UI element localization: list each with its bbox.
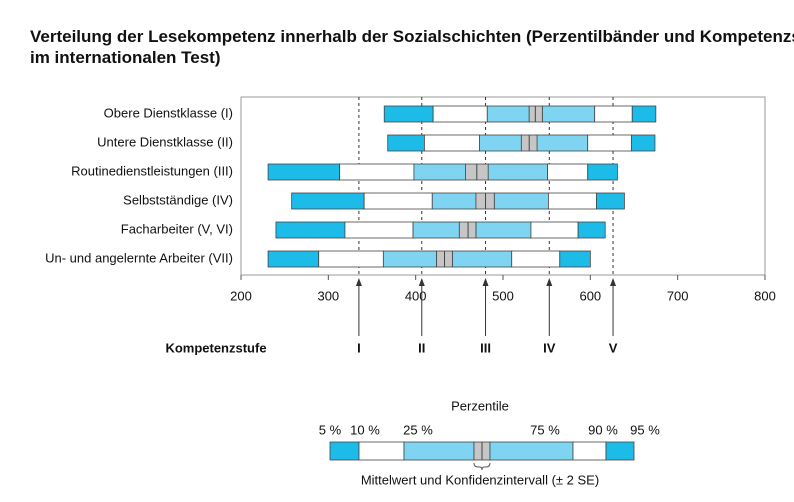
band-segment [631,105,657,123]
levels-title: Kompetenzstufe [165,340,266,355]
plot-frame [240,96,766,276]
band-segment [630,134,656,152]
band-segment [423,134,480,152]
band-segment [275,221,346,239]
band-segment [594,105,633,123]
x-tick-label: 600 [579,288,601,303]
band-segment [431,192,477,210]
band-segment [541,105,596,123]
band-segment [559,250,591,268]
band-segment [530,221,579,239]
band-segment [432,105,488,123]
band-segment [536,134,589,152]
level-label: I [357,340,361,355]
band-segment [412,221,460,239]
level-arrow-head [418,278,425,286]
legend-label: 90 % [588,422,618,437]
legend-swatch [329,441,360,461]
band-segment [344,221,414,239]
x-tick-label: 300 [317,288,339,303]
band-segment [267,250,320,268]
row-label: Obere Dienstklasse (I) [104,105,233,120]
legend-swatch [572,441,607,461]
band-segment [363,192,433,210]
band-segment [486,105,530,123]
band-segment [493,192,549,210]
legend-swatch [403,441,475,461]
level-label: V [609,340,618,355]
level-arrow-head [546,278,553,286]
row-label: Untere Dienstklasse (II) [97,134,233,149]
legend-ci-label: Mittelwert und Konfidenzintervall (± 2 S… [361,472,599,487]
legend-label: 5 % [319,422,342,437]
x-tick-label: 700 [667,288,689,303]
x-tick-label: 800 [754,288,776,303]
band-segment [291,192,365,210]
row-label: Selbstständige (IV) [123,192,233,207]
x-tick-label: 400 [405,288,427,303]
band-segment [487,163,548,181]
band-segment [267,163,341,181]
level-label: III [480,340,491,355]
level-label: IV [543,340,556,355]
legend-swatch [358,441,405,461]
band-segment [387,134,425,152]
legend-swatch [605,441,635,461]
legend-label: 95 % [630,422,660,437]
band-segment [451,250,513,268]
band-segment [511,250,561,268]
band-segment [382,250,438,268]
legend-swatch [489,441,574,461]
level-arrow-head [482,278,489,286]
band-segment [339,163,415,181]
x-tick-label: 500 [492,288,514,303]
band-segment [587,163,618,181]
band-segment [383,105,434,123]
chart-title: Verteilung der Lesekompetenz innerhalb d… [30,27,794,46]
band-segment [475,221,532,239]
band-segment [547,163,589,181]
row-label: Facharbeiter (V, VI) [121,221,233,236]
legend-title: Perzentile [451,398,509,413]
band-segment [479,134,522,152]
band-segment [413,163,466,181]
chart-title: im internationalen Test) [30,48,221,67]
legend-label: 10 % [350,422,380,437]
band-segment [587,134,632,152]
band-segment [318,250,384,268]
level-arrow-head [610,278,617,286]
band-segment [596,192,625,210]
level-label: II [418,340,425,355]
legend-brace [473,462,491,471]
band-segment [577,221,606,239]
legend-label: 25 % [403,422,433,437]
x-tick-label: 200 [230,288,252,303]
band-segment [548,192,597,210]
row-label: Un- und angelernte Arbeiter (VII) [45,250,233,265]
level-arrow-head [355,278,362,286]
row-label: Routinedienstleistungen (III) [71,163,233,178]
legend-label: 75 % [530,422,560,437]
